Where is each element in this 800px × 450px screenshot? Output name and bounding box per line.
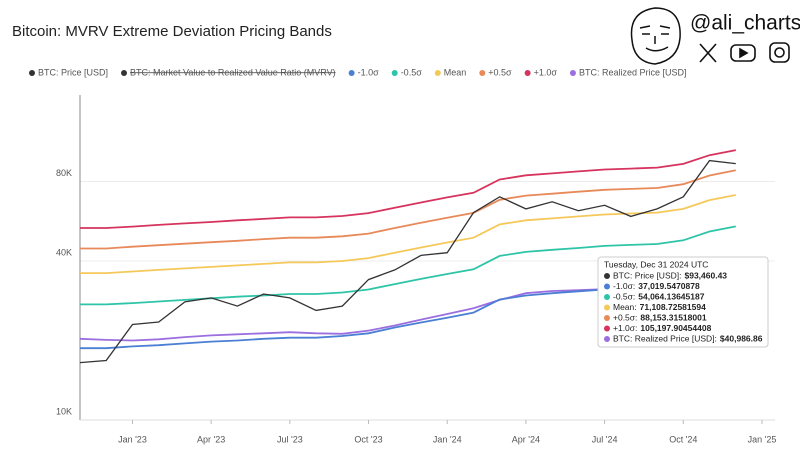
tooltip-date: Tuesday, Dec 31 2024 UTC <box>604 259 708 269</box>
tooltip-label: Mean: <box>613 302 637 312</box>
legend-label: -0.5σ <box>401 67 423 77</box>
x-tick-label: Jul '23 <box>277 434 303 444</box>
tooltip-value: $40,986.86 <box>720 333 763 343</box>
social-icons <box>699 42 790 63</box>
legend-label: BTC: Market Value to Realized Value Rati… <box>130 67 336 77</box>
x-tick-label: Apr '24 <box>512 434 540 444</box>
legend-swatch <box>348 70 355 76</box>
handle: @ali_charts <box>690 12 800 35</box>
legend: BTC: Price [USD] BTC: Market Value to Rea… <box>29 67 686 77</box>
chart-title: Bitcoin: MVRV Extreme Deviation Pricing … <box>12 23 332 40</box>
y-tick-label: 40K <box>56 247 72 257</box>
y-tick-label: 80K <box>56 168 72 178</box>
avatar <box>630 7 681 65</box>
tooltip-value: 105,197.90454408 <box>640 323 711 333</box>
series-line <box>80 225 736 306</box>
legend-label: -1.0σ <box>358 67 380 77</box>
y-tick-label: 10K <box>56 406 72 416</box>
tooltip-value: 37,019.5470878 <box>638 281 700 291</box>
legend-swatch <box>524 70 531 76</box>
x-tick-label: Jan '25 <box>748 434 777 444</box>
legend-swatch <box>121 70 128 76</box>
series-line <box>80 169 736 250</box>
legend-label: Mean <box>444 67 467 77</box>
legend-label: +0.5σ <box>488 67 512 77</box>
tooltip-value: 71,108.72581594 <box>640 302 706 312</box>
tooltip-swatch <box>604 315 610 321</box>
x-tick-label: Jan '23 <box>118 434 147 444</box>
legend-swatch <box>479 70 486 76</box>
tooltip-label: -1.0σ: <box>613 281 635 291</box>
tooltip-swatch <box>604 336 610 342</box>
series-line <box>80 194 736 274</box>
legend-label: BTC: Realized Price [USD] <box>579 67 687 77</box>
x-tick-label: Jan '24 <box>433 434 462 444</box>
tooltip-label: -0.5σ: <box>613 291 635 301</box>
tooltip-swatch <box>604 325 610 332</box>
legend-swatch <box>391 70 398 76</box>
series-line <box>79 159 736 364</box>
legend-swatch <box>569 70 576 76</box>
tooltip-label: +0.5σ: <box>613 312 637 322</box>
x-tick-label: Oct '23 <box>354 434 382 444</box>
tooltip-swatch <box>604 273 610 279</box>
tooltip-box <box>597 256 769 348</box>
legend-swatch <box>29 70 35 76</box>
tooltip-value: $93,460.43 <box>684 270 727 280</box>
tooltip-value: 54,064.13645187 <box>638 291 704 301</box>
tooltip-label: BTC: Realized Price [USD]: <box>613 333 717 343</box>
x-tick-label: Oct '24 <box>669 434 697 444</box>
legend-label: +1.0σ <box>534 67 558 77</box>
x-tick-label: Jul '24 <box>592 434 618 444</box>
tooltip-swatch <box>604 304 610 311</box>
tooltip-swatch <box>604 283 610 290</box>
series-line <box>80 149 736 229</box>
legend-label: BTC: Price [USD] <box>38 67 108 77</box>
tooltip-value: 88,153.31518001 <box>640 312 706 322</box>
tooltip-label: BTC: Price [USD]: <box>613 270 681 280</box>
tooltip-swatch <box>604 294 610 300</box>
legend-swatch <box>434 70 441 76</box>
tooltip-label: +1.0σ: <box>613 323 637 333</box>
x-tick-label: Apr '23 <box>197 434 225 444</box>
